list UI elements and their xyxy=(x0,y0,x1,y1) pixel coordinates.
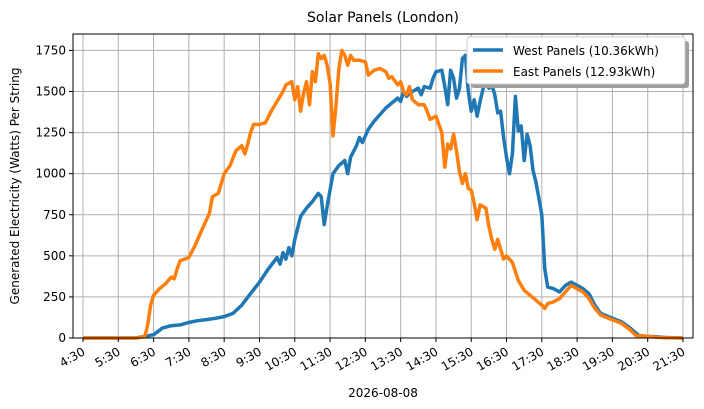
x-tick-label: 17:30 xyxy=(509,344,546,373)
x-axis-label: 2026-08-08 xyxy=(348,386,418,400)
x-tick-label: 13:30 xyxy=(368,344,405,373)
y-tick-label: 1750 xyxy=(35,43,66,57)
y-tick-label: 1000 xyxy=(35,167,66,181)
x-tick-label: 9:30 xyxy=(234,344,264,370)
legend-label-east: East Panels (12.93kWh) xyxy=(513,65,655,79)
x-tick-label: 10:30 xyxy=(262,344,299,373)
x-tick-label: 16:30 xyxy=(474,344,511,373)
y-tick-label: 500 xyxy=(43,249,66,263)
x-tick-label: 7:30 xyxy=(163,344,193,370)
x-tick-label: 18:30 xyxy=(545,344,582,373)
series-line-west xyxy=(83,53,684,340)
y-axis-ticks: 0 250 500 750 1000 1250 1500 1750 xyxy=(35,43,73,345)
y-axis-label: Generated Electricity (Watts) Per String xyxy=(8,68,22,305)
y-tick-label: 750 xyxy=(43,208,66,222)
x-tick-label: 19:30 xyxy=(580,344,617,373)
plot-frame xyxy=(72,33,694,339)
x-tick-label: 21:30 xyxy=(651,344,688,373)
x-tick-label: 4:30 xyxy=(57,344,87,370)
series-line-east xyxy=(83,48,684,340)
x-tick-label: 11:30 xyxy=(298,344,335,373)
x-tick-label: 12:30 xyxy=(333,344,370,373)
y-tick-label: 1250 xyxy=(35,126,66,140)
x-tick-label: 5:30 xyxy=(92,344,122,370)
y-tick-label: 250 xyxy=(43,290,66,304)
x-tick-label: 14:30 xyxy=(403,344,440,373)
x-tick-label: 20:30 xyxy=(615,344,652,373)
x-tick-label: 8:30 xyxy=(198,344,228,370)
x-tick-label: 15:30 xyxy=(439,344,476,373)
chart-title: Solar Panels (London) xyxy=(307,10,459,26)
y-tick-label: 0 xyxy=(58,331,66,345)
x-axis-ticks: 4:30 5:30 6:30 7:30 8:30 9:3010:3011:3012:301… xyxy=(57,338,688,374)
series-lines xyxy=(83,48,684,340)
legend-label-west: West Panels (10.36kWh) xyxy=(513,44,659,58)
y-tick-label: 1500 xyxy=(35,85,66,99)
x-tick-label: 6:30 xyxy=(128,344,158,370)
legend: West Panels (10.36kWh) East Panels (12.9… xyxy=(466,36,689,88)
legend-box xyxy=(466,36,686,85)
